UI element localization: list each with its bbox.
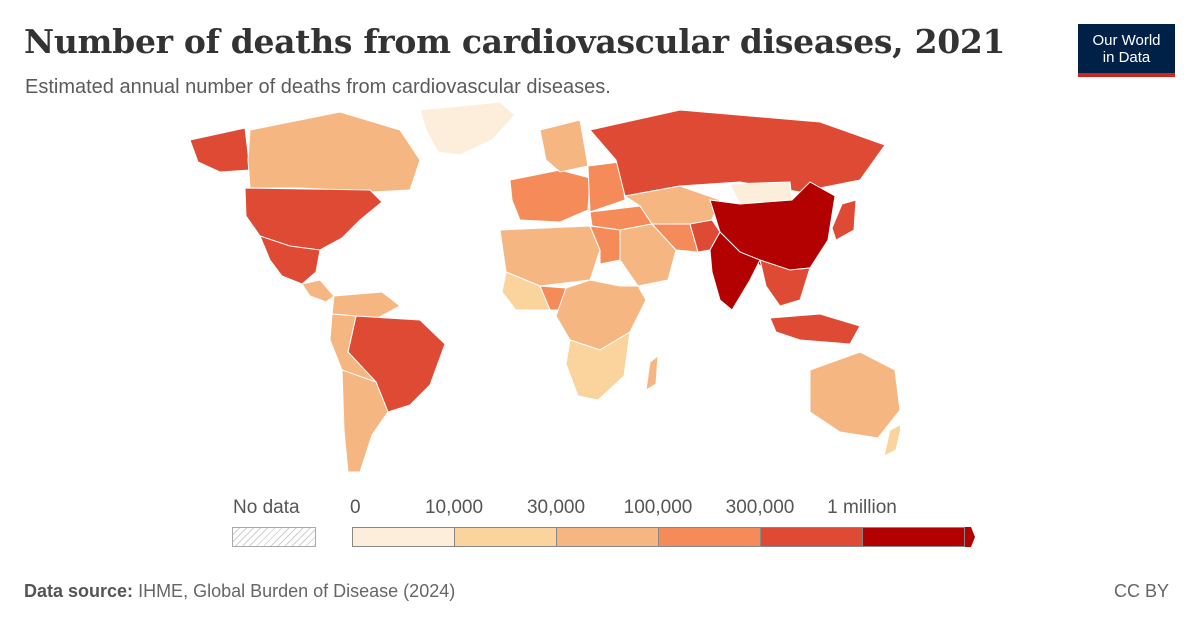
legend-tick-label: 0 bbox=[350, 497, 361, 518]
region-new-zealand[interactable] bbox=[883, 424, 900, 457]
region-indonesia[interactable] bbox=[769, 313, 861, 345]
legend-bin[interactable] bbox=[760, 527, 863, 547]
region-eastern-europe[interactable] bbox=[587, 161, 626, 213]
owid-logo[interactable]: Our World in Data bbox=[1078, 24, 1175, 77]
region-russia[interactable] bbox=[589, 109, 886, 197]
world-map bbox=[189, 101, 900, 473]
legend-tick-label: 300,000 bbox=[725, 497, 795, 518]
region-scandinavia[interactable] bbox=[539, 119, 589, 173]
region-madagascar[interactable] bbox=[645, 354, 659, 391]
region-central-africa[interactable] bbox=[555, 279, 647, 351]
region-japan[interactable] bbox=[831, 199, 857, 241]
legend-tick-label: 10,000 bbox=[424, 497, 484, 518]
region-southern-cone[interactable] bbox=[341, 369, 389, 473]
region-alaska[interactable] bbox=[189, 127, 251, 173]
legend-bin[interactable] bbox=[454, 527, 557, 547]
data-source-text[interactable]: IHME, Global Burden of Disease (2024) bbox=[138, 581, 456, 601]
legend-bin[interactable] bbox=[556, 527, 659, 547]
legend-tick-label: 100,000 bbox=[623, 497, 693, 518]
legend-arrow bbox=[965, 527, 975, 547]
logo-line-1: Our World bbox=[1092, 32, 1161, 49]
region-southeast-asia[interactable] bbox=[759, 259, 811, 307]
legend-bin[interactable] bbox=[658, 527, 761, 547]
legend-tick-label: 30,000 bbox=[526, 497, 586, 518]
region-greenland[interactable] bbox=[419, 101, 516, 156]
legend-no-data-swatch bbox=[232, 527, 316, 547]
legend-tick-label: 1 million bbox=[827, 497, 897, 518]
data-source: Data source: IHME, Global Burden of Dise… bbox=[24, 581, 455, 602]
legend-no-data-label: No data bbox=[233, 497, 300, 518]
region-mexico[interactable] bbox=[259, 235, 321, 285]
legend-bin[interactable] bbox=[352, 527, 455, 547]
region-southern-africa[interactable] bbox=[565, 331, 631, 401]
region-australia[interactable] bbox=[809, 351, 900, 439]
chart-subtitle: Estimated annual number of deaths from c… bbox=[25, 76, 611, 98]
region-central-america[interactable] bbox=[301, 279, 335, 303]
region-canada[interactable] bbox=[247, 111, 421, 193]
data-source-label: Data source: bbox=[24, 581, 134, 601]
region-western-europe[interactable] bbox=[509, 169, 591, 223]
region-egypt[interactable] bbox=[589, 225, 621, 265]
legend-bin[interactable] bbox=[862, 527, 965, 547]
region-west-africa[interactable] bbox=[501, 271, 551, 311]
chart-title: Number of deaths from cardiovascular dis… bbox=[24, 22, 1006, 61]
logo-line-2: in Data bbox=[1102, 49, 1151, 66]
license[interactable]: CC BY bbox=[1113, 581, 1169, 601]
region-india[interactable] bbox=[709, 231, 761, 311]
region-usa[interactable] bbox=[244, 187, 383, 251]
